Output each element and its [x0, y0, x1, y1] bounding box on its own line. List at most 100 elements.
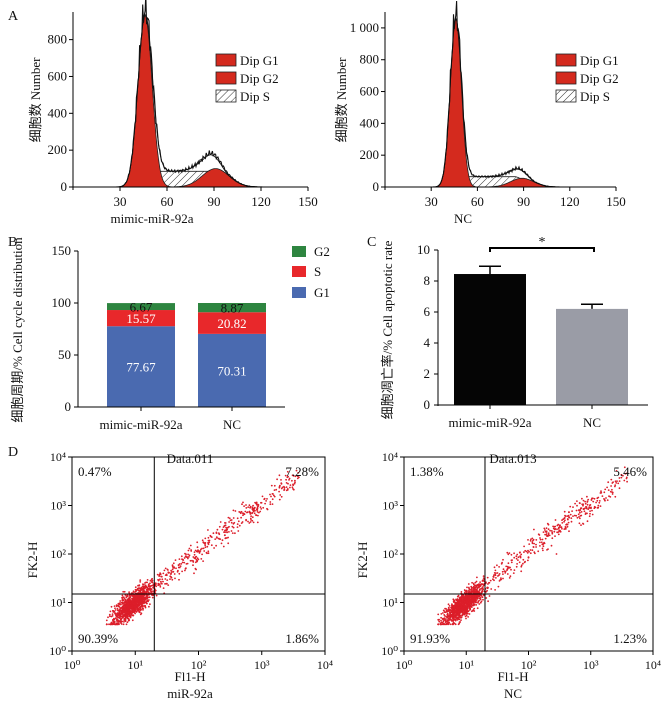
scatter-point	[275, 488, 278, 491]
scatter-point	[146, 579, 149, 581]
scatter-point	[248, 522, 251, 524]
scatter-point	[156, 573, 159, 576]
scatter-point	[202, 541, 205, 544]
scatter-point	[280, 479, 282, 481]
scatter-point	[148, 596, 151, 599]
scatter-point	[262, 506, 265, 509]
bar-value-label: 20.82	[217, 316, 246, 331]
x-tick-label: 90	[208, 194, 221, 209]
scatter-point	[256, 506, 259, 509]
scatter-point	[541, 538, 544, 541]
scatter-point	[460, 617, 462, 619]
scatter-point	[256, 509, 259, 511]
scatter-point	[617, 482, 620, 485]
scatter-point	[116, 613, 119, 616]
scatter-point	[134, 607, 137, 610]
scatter-point	[123, 608, 126, 610]
scatter-point	[160, 575, 163, 578]
scatter-point	[278, 498, 281, 501]
scatter-point	[520, 565, 523, 568]
y-axis-label: 细胞周期/% Cell cycle distribution	[10, 237, 25, 423]
scatter-point	[495, 577, 497, 579]
sample-label: miR-92a	[167, 686, 213, 701]
scatter-point	[202, 547, 205, 550]
scatter-point	[440, 613, 443, 615]
x-tick-label: mimic-miR-92a	[99, 417, 182, 432]
scatter-point	[486, 576, 489, 579]
scatter-point	[542, 545, 545, 548]
y-tick-label: 10²	[50, 547, 66, 561]
y-tick-label: 0	[61, 179, 68, 194]
bar-value-label: 6.67	[130, 300, 153, 315]
scatter-point	[180, 563, 183, 565]
scatter-point	[105, 619, 108, 622]
scatter-point	[148, 599, 150, 601]
scatter-point	[140, 603, 143, 606]
y-tick-label: 800	[48, 32, 68, 47]
scatter-point	[288, 479, 290, 481]
scatter-point	[120, 601, 123, 604]
y-tick-label: 8	[424, 273, 431, 288]
scatter-point	[283, 486, 286, 489]
scatter-point	[187, 553, 190, 556]
scatter-point	[215, 536, 218, 538]
bar-g1	[107, 326, 175, 407]
scatter-point	[547, 533, 550, 536]
scatter-point	[487, 583, 489, 585]
scatter-point	[578, 522, 581, 525]
scatter-point	[228, 521, 231, 523]
scatter-point	[453, 618, 456, 621]
y-tick-label: 6	[424, 304, 431, 319]
scatter-point	[157, 578, 160, 581]
scatter-point	[292, 488, 294, 490]
scatter-point	[502, 573, 504, 575]
scatter-point	[207, 529, 209, 531]
scatter-point	[245, 518, 248, 521]
scatter-point	[177, 564, 180, 566]
scatter-point	[563, 517, 566, 519]
scatter-point	[229, 519, 232, 522]
scatter-point	[476, 607, 479, 610]
x-tick-label: 10²	[191, 658, 207, 672]
histogram-plot	[104, 0, 274, 188]
scatter-point	[146, 590, 149, 592]
scatter-point	[511, 559, 513, 561]
x-tick-label: 90	[517, 194, 530, 209]
scatter-point	[579, 507, 582, 510]
scatter-point	[141, 607, 144, 610]
scatter-point	[489, 579, 492, 582]
scatter-point	[571, 510, 573, 512]
scatter-point	[468, 598, 471, 601]
scatter-point	[438, 620, 441, 623]
scatter-point	[252, 504, 255, 507]
scatter-point	[146, 602, 148, 605]
scatter-point	[126, 595, 129, 598]
scatter-point	[513, 569, 516, 571]
bar	[454, 274, 526, 405]
y-axis-label: 细胞凋亡率/% Cell apoptotic rate	[380, 240, 395, 419]
scatter-point	[201, 553, 204, 556]
scatter-point	[238, 511, 241, 513]
scatter-point	[465, 609, 468, 611]
scatter-point	[443, 614, 446, 616]
scatter-point	[216, 528, 219, 531]
x-tick-label: 30	[425, 194, 438, 209]
scatter-point	[252, 521, 255, 524]
y-axis-label: FK2-H	[25, 542, 40, 579]
panel-label-c: C	[367, 235, 376, 250]
scatter-point	[163, 569, 166, 572]
scatter-point	[524, 549, 527, 552]
y-tick-label: 10⁰	[49, 644, 66, 658]
scatter-point	[589, 512, 591, 515]
scatter-point	[504, 572, 507, 574]
scatter-point	[529, 549, 532, 551]
scatter-point	[450, 610, 452, 612]
scatter-point	[456, 601, 458, 604]
scatter-point	[581, 503, 584, 506]
scatter-point	[616, 480, 618, 482]
scatter-point	[170, 576, 173, 578]
scatter-point	[490, 588, 493, 590]
scatter-point	[486, 586, 489, 589]
scatter-point	[145, 596, 148, 598]
scatter-point	[260, 501, 262, 504]
